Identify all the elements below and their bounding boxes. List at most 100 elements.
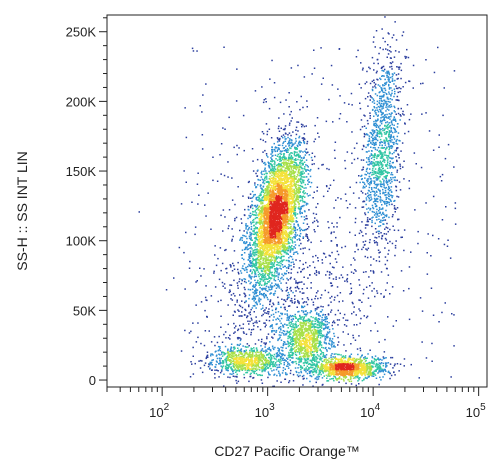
event-dot <box>248 226 250 229</box>
event-dot <box>378 206 381 209</box>
event-dot <box>362 271 365 273</box>
event-dot <box>324 323 326 326</box>
event-dot <box>302 151 304 153</box>
event-dot <box>268 311 270 313</box>
event-dot <box>206 355 208 358</box>
event-dot <box>291 245 293 247</box>
event-dot <box>301 306 303 309</box>
event-dot <box>282 324 284 326</box>
event-dot <box>284 343 287 345</box>
event-dot <box>311 322 313 324</box>
event-dot <box>225 357 227 359</box>
event-dot <box>387 155 389 157</box>
event-dot <box>285 324 288 326</box>
event-dot <box>315 316 317 319</box>
event-dot <box>380 114 383 116</box>
event-dot <box>372 371 374 374</box>
event-dot <box>295 164 297 167</box>
event-dot <box>255 216 258 219</box>
event-dot <box>383 213 385 215</box>
event-dot <box>400 115 402 117</box>
event-dot <box>236 301 238 303</box>
event-dot <box>373 372 375 374</box>
event-dot <box>246 369 249 371</box>
event-dot <box>314 124 316 127</box>
event-dot <box>385 289 387 291</box>
event-dot <box>303 76 306 78</box>
event-dot <box>453 166 455 168</box>
event-dot <box>307 357 310 360</box>
event-dot <box>275 331 277 333</box>
event-dot <box>303 267 305 270</box>
event-dot <box>234 347 236 350</box>
event-dot <box>338 381 340 383</box>
event-dot <box>370 362 372 364</box>
event-dot <box>266 133 268 136</box>
event-dot <box>379 183 382 186</box>
event-dot <box>296 234 298 236</box>
event-dot <box>273 333 276 336</box>
event-dot <box>213 270 215 273</box>
event-dot <box>305 367 307 369</box>
event-dot <box>370 136 373 138</box>
event-dot <box>267 281 269 283</box>
event-dot <box>362 235 364 237</box>
event-dot <box>278 164 281 166</box>
event-dot <box>229 373 231 375</box>
event-dot <box>302 362 305 364</box>
event-dot <box>316 321 319 323</box>
event-dot <box>386 93 388 96</box>
event-dot <box>266 187 268 189</box>
event-dot <box>220 315 222 317</box>
event-dot <box>379 110 382 113</box>
event-dot <box>305 176 308 178</box>
event-dot <box>323 318 326 321</box>
event-dot <box>280 312 282 315</box>
event-dot <box>387 32 389 34</box>
event-dot <box>237 337 240 339</box>
event-dot <box>323 355 325 357</box>
event-dot <box>276 374 278 377</box>
event-dot <box>297 174 299 177</box>
event-dot <box>287 239 289 241</box>
event-dot <box>278 348 281 351</box>
event-dot <box>294 353 297 356</box>
event-dot <box>321 164 323 166</box>
event-dot <box>258 197 260 199</box>
event-dot <box>316 117 319 119</box>
event-dot <box>374 142 377 144</box>
event-dot <box>288 145 290 147</box>
event-dot <box>371 188 373 191</box>
event-dot <box>184 288 186 290</box>
event-dot <box>382 370 385 373</box>
event-dot <box>313 220 316 223</box>
event-dot <box>443 243 446 246</box>
event-dot <box>291 315 294 317</box>
event-dot <box>296 326 298 328</box>
event-dot <box>270 160 272 162</box>
event-dot <box>374 172 377 174</box>
event-dot <box>273 261 276 264</box>
event-dot <box>306 140 309 143</box>
event-dot <box>287 266 290 268</box>
event-dot <box>325 326 327 328</box>
event-dot <box>218 353 220 355</box>
event-dot <box>348 380 351 383</box>
event-dot <box>272 319 274 321</box>
event-dot <box>380 208 383 210</box>
event-dot <box>279 356 282 359</box>
event-dot <box>294 154 296 157</box>
event-dot <box>254 237 257 240</box>
event-dot <box>265 319 268 321</box>
event-dot <box>300 318 302 320</box>
event-dot <box>317 376 319 378</box>
event-dot <box>298 267 301 269</box>
event-dot <box>311 73 313 75</box>
event-dot <box>288 248 290 250</box>
event-dot <box>373 123 376 125</box>
event-dot <box>192 346 194 349</box>
event-dot <box>277 256 280 258</box>
event-dot <box>334 346 336 348</box>
event-dot <box>317 334 320 337</box>
event-dot <box>350 292 352 294</box>
